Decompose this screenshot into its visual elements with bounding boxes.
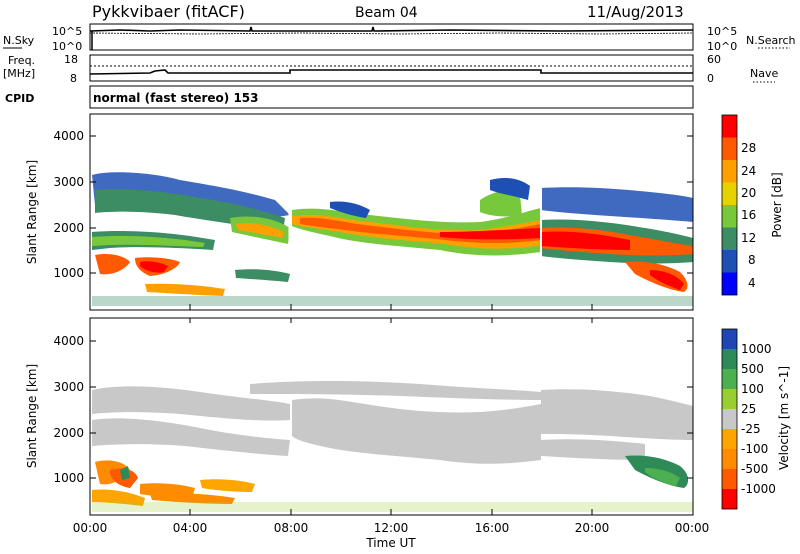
cpid-label: CPID (5, 92, 34, 105)
nave-label: Nave (750, 67, 778, 80)
power-cbar-tick-24: 24 (741, 164, 756, 178)
velocity-ylabel: Slant Range [km] (25, 364, 39, 468)
xtick-1600: 16:00 (475, 521, 510, 535)
x-axis: 00:00 04:00 08:00 12:00 16:00 20:00 00:0… (73, 521, 710, 535)
noise-panel (89, 23, 694, 51)
frequency-panel (89, 54, 694, 82)
xtick-0800: 08:00 (274, 521, 309, 535)
velocity-ytick-2000: 2000 (53, 426, 84, 440)
power-cbar-tick-28: 28 (741, 141, 756, 155)
vel-cbar-tick-25: 25 (741, 402, 756, 416)
power-yticks: 4000 3000 2000 1000 (53, 129, 84, 280)
nave-tick-top: 60 (707, 53, 721, 66)
noise-left-tick-top: 10^5 (52, 25, 82, 38)
xtick-2400: 00:00 (675, 521, 710, 535)
freq-tick-top: 18 (64, 53, 78, 66)
freq-label-2: [MHz] (3, 67, 35, 80)
noise-left-tick-bottom: 10^0 (52, 40, 82, 53)
vel-cbar-tick-100: 100 (741, 382, 764, 396)
velocity-colorbar-ticks: 1000 500 100 25 -25 -100 -500 -1000 (741, 342, 776, 496)
velocity-ytick-4000: 4000 (53, 334, 84, 348)
power-cbar-tick-8: 8 (748, 253, 756, 267)
frequency-trace (89, 69, 693, 75)
vel-cbar-tick-neg500: -500 (741, 462, 768, 476)
station-title: Pykkvibaer (fitACF) (92, 2, 245, 21)
velocity-ytick-3000: 3000 (53, 380, 84, 394)
power-colorbar (721, 114, 738, 296)
xtick-0000: 00:00 (73, 521, 108, 535)
cpid-panel (89, 85, 694, 109)
velocity-colorbar (721, 328, 738, 510)
power-cbar-tick-20: 20 (741, 186, 756, 200)
xtick-1200: 12:00 (374, 521, 409, 535)
cpid-value: normal (fast stereo) 153 (93, 91, 259, 105)
power-ylabel: Slant Range [km] (25, 160, 39, 264)
velocity-cbar-label: Velocity [m s^-1] (777, 366, 791, 470)
noise-right-tick-bottom: 10^0 (707, 40, 737, 53)
vel-cbar-tick-1000: 1000 (741, 342, 772, 356)
noise-right-label: N.Search (746, 34, 796, 47)
freq-label-1: Freq. (8, 54, 35, 67)
power-ytick-2000: 2000 (53, 221, 84, 235)
power-ytick-4000: 4000 (53, 129, 84, 143)
noise-sky-trace (89, 26, 694, 32)
x-tick-marks (189, 304, 593, 515)
power-ytick-1000: 1000 (53, 266, 84, 280)
xtick-0400: 04:00 (173, 521, 208, 535)
power-ytick-3000: 3000 (53, 175, 84, 189)
vel-cbar-tick-neg25: -25 (741, 422, 761, 436)
freq-tick-bottom: 8 (70, 72, 77, 85)
beam-title: Beam 04 (355, 5, 418, 21)
date-title: 11/Aug/2013 (587, 3, 684, 21)
y-tick-marks (90, 135, 693, 479)
velocity-yticks: 4000 3000 2000 1000 (53, 334, 84, 485)
velocity-scatter (92, 381, 693, 512)
nave-tick-bottom: 0 (707, 72, 714, 85)
vel-cbar-tick-500: 500 (741, 362, 764, 376)
power-scatter (92, 172, 693, 306)
vel-cbar-tick-neg1000: -1000 (741, 482, 776, 496)
noise-right-tick-top: 10^5 (707, 25, 737, 38)
velocity-ytick-1000: 1000 (53, 471, 84, 485)
x-axis-label: Time UT (365, 536, 416, 550)
power-colorbar-ticks: 28 24 20 16 12 8 4 (741, 141, 756, 290)
power-cbar-tick-16: 16 (741, 208, 756, 222)
power-cbar-tick-4: 4 (748, 276, 756, 290)
vel-cbar-tick-neg100: -100 (741, 442, 768, 456)
power-cbar-label: Power [dB] (770, 172, 784, 237)
noise-left-label: N.Sky (3, 34, 35, 47)
power-cbar-tick-12: 12 (741, 231, 756, 245)
noise-search-trace (89, 32, 694, 35)
xtick-2000: 20:00 (575, 521, 610, 535)
